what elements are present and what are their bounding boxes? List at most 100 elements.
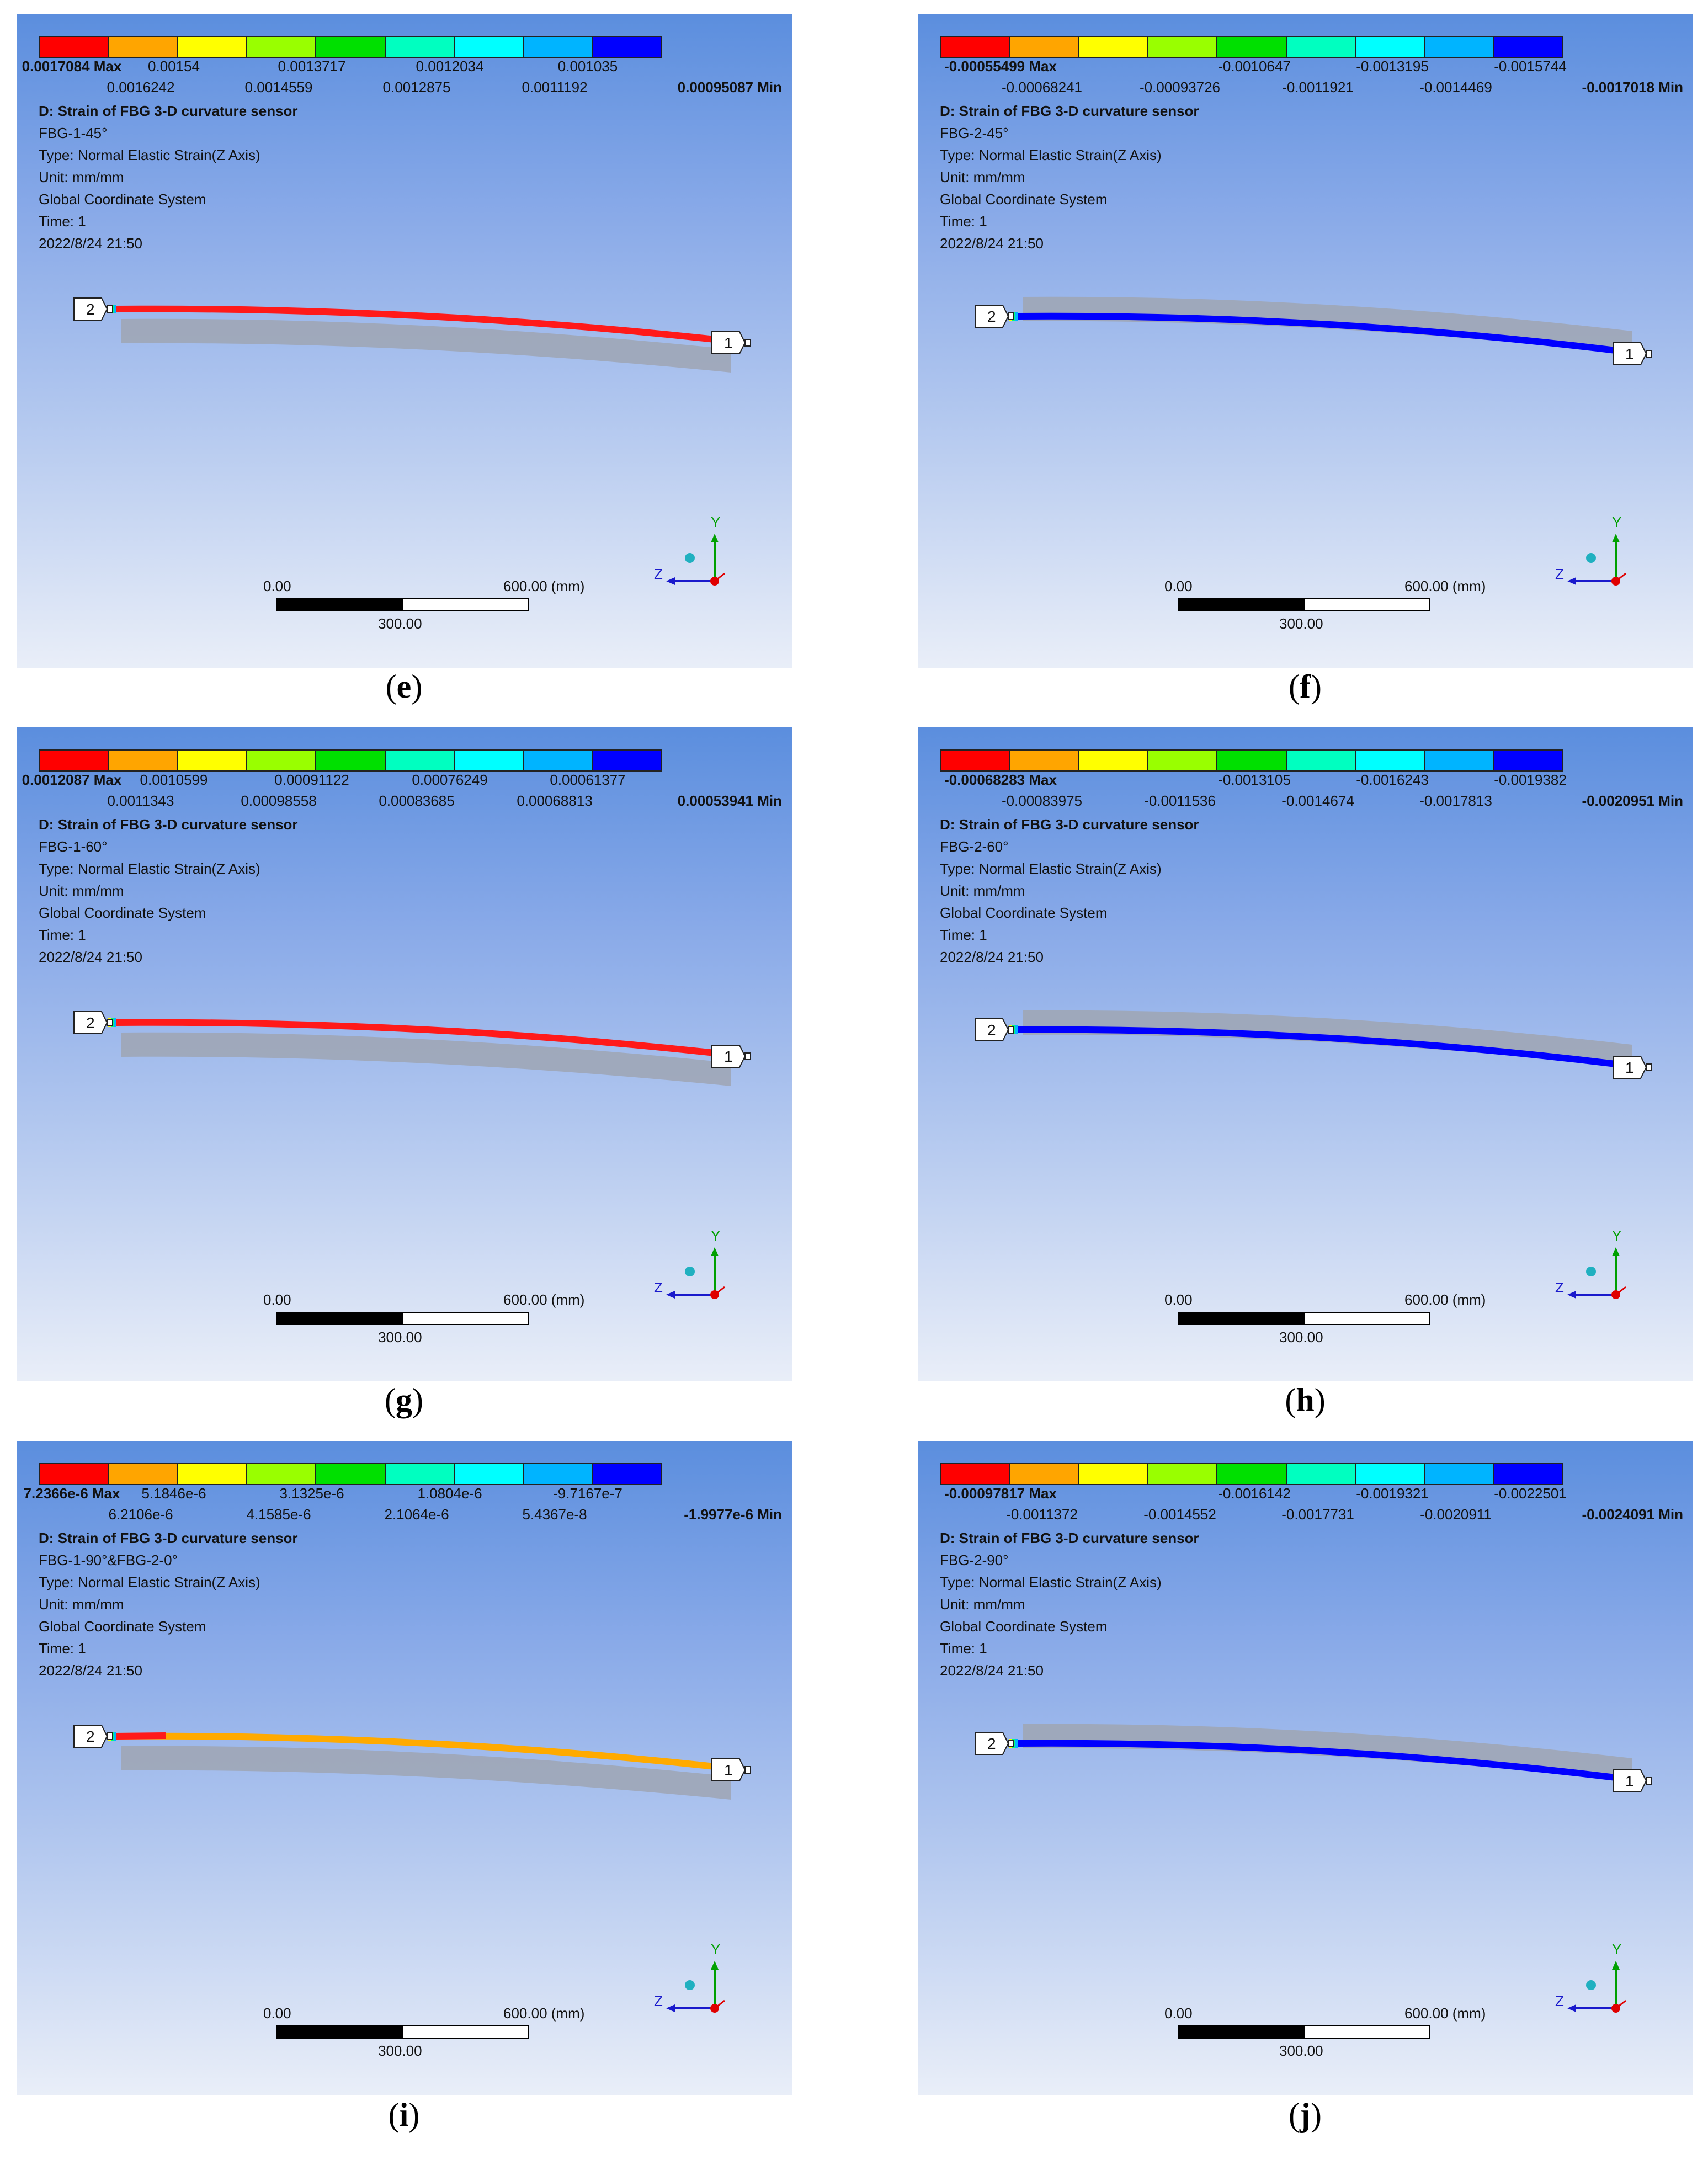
legend-swatch bbox=[316, 1464, 386, 1484]
scale-mid-label: 300.00 bbox=[1279, 2042, 1323, 2059]
scale-bar bbox=[1178, 598, 1430, 611]
beam-body bbox=[121, 318, 731, 373]
svg-text:2: 2 bbox=[86, 1014, 95, 1031]
legend-value: 0.0010599 bbox=[140, 772, 208, 788]
legend-swatch bbox=[941, 37, 1010, 57]
legend-min-value: -0.0024091 Min bbox=[1582, 1506, 1683, 1523]
result-info: D: Strain of FBG 3-D curvature sensor FBG… bbox=[39, 1527, 298, 1682]
svg-text:1: 1 bbox=[724, 1762, 733, 1779]
model-viewport[interactable]: 2 1 Y Z bbox=[17, 14, 792, 668]
probe-label-2[interactable]: 2 bbox=[975, 1018, 1014, 1041]
scale-left-label: 0.00 bbox=[263, 578, 291, 594]
probe-label-1[interactable]: 1 bbox=[1613, 342, 1652, 365]
legend-swatch bbox=[1079, 37, 1148, 57]
legend-value: 0.00098558 bbox=[241, 792, 317, 809]
probe-label-2[interactable]: 2 bbox=[73, 1011, 113, 1034]
probe-label-1[interactable]: 1 bbox=[1613, 1056, 1652, 1079]
legend-value: -0.0016142 bbox=[1218, 1485, 1291, 1502]
scale-left-label: 0.00 bbox=[1164, 578, 1193, 594]
scale-bar bbox=[276, 1312, 529, 1325]
probe-label-2[interactable]: 2 bbox=[975, 1732, 1014, 1755]
svg-text:1: 1 bbox=[1625, 1059, 1634, 1076]
legend-swatch bbox=[1217, 1464, 1287, 1484]
result-title: D: Strain of FBG 3-D curvature sensor bbox=[940, 816, 1199, 833]
legend-value: -0.00083975 bbox=[1001, 792, 1083, 809]
legend-max-value: -0.00055499 Max bbox=[944, 58, 1057, 75]
caption-open: ( bbox=[385, 1382, 396, 1418]
result-title: D: Strain of FBG 3-D curvature sensor bbox=[39, 816, 298, 833]
scale-left-label: 0.00 bbox=[1164, 1291, 1193, 1308]
legend-swatch bbox=[1494, 1464, 1562, 1484]
svg-text:Y: Y bbox=[1612, 1227, 1621, 1244]
result-panel-g: 0.0012087 Max 0.0010599 0.00091122 0.000762… bbox=[17, 727, 792, 1381]
legend-max-value: 7.2366e-6 Max bbox=[23, 1485, 120, 1502]
result-unit: Unit: mm/mm bbox=[940, 169, 1025, 185]
svg-text:Y: Y bbox=[1612, 514, 1621, 530]
legend-min-value: -1.9977e-6 Min bbox=[684, 1506, 782, 1523]
caption-letter: h bbox=[1296, 1382, 1315, 1418]
svg-text:2: 2 bbox=[987, 1735, 996, 1752]
probe-label-1[interactable]: 1 bbox=[711, 1758, 751, 1781]
scale-left-label: 0.00 bbox=[263, 1291, 291, 1308]
legend-value: 0.00061377 bbox=[550, 772, 626, 788]
svg-text:Y: Y bbox=[1612, 1941, 1621, 1957]
legend-value: 5.4367e-8 bbox=[522, 1506, 587, 1523]
legend-swatch bbox=[454, 37, 524, 57]
legend-value: -0.0014469 bbox=[1419, 79, 1492, 95]
caption-open: ( bbox=[1285, 1382, 1296, 1418]
probe-label-1[interactable]: 1 bbox=[711, 1045, 751, 1068]
legend-value: -9.7167e-7 bbox=[553, 1485, 622, 1502]
legend-value: -0.0017813 bbox=[1419, 792, 1492, 809]
legend-swatch bbox=[1148, 37, 1218, 57]
legend-max-value: 0.0012087 Max bbox=[22, 772, 122, 788]
probe-label-2[interactable]: 2 bbox=[73, 297, 113, 321]
probe-label-1[interactable]: 1 bbox=[1613, 1769, 1652, 1792]
scale-left-label: 0.00 bbox=[263, 2005, 291, 2022]
model-viewport[interactable]: 2 1 YZ bbox=[17, 727, 792, 1381]
svg-text:Z: Z bbox=[654, 566, 663, 582]
svg-text:Z: Z bbox=[654, 1279, 663, 1296]
result-date: 2022/8/24 21:50 bbox=[39, 949, 142, 965]
fiber-end-marker bbox=[114, 1732, 116, 1741]
beam-body bbox=[121, 1032, 731, 1086]
legend-max-value: -0.00068283 Max bbox=[944, 772, 1057, 788]
legend-swatch bbox=[1010, 37, 1079, 57]
legend-swatch bbox=[1355, 37, 1425, 57]
legend-color-bar bbox=[940, 749, 1563, 772]
fiber-end-marker bbox=[1015, 1739, 1018, 1748]
legend-swatch bbox=[40, 37, 109, 57]
result-title: D: Strain of FBG 3-D curvature sensor bbox=[940, 103, 1199, 119]
coordinate-triad: YZ bbox=[654, 1227, 725, 1299]
legend-swatch bbox=[1079, 1464, 1148, 1484]
legend-value: 0.0016242 bbox=[107, 79, 175, 95]
scale-right-label: 600.00 (mm) bbox=[1404, 2005, 1486, 2022]
result-info: D: Strain of FBG 3-D curvature sensor FBG… bbox=[39, 813, 298, 968]
rotation-center-icon bbox=[685, 1980, 695, 1990]
probe-label-1[interactable]: 1 bbox=[711, 331, 751, 354]
coordinate-system: Global Coordinate System bbox=[39, 905, 206, 921]
scale-mid-label: 300.00 bbox=[1279, 615, 1323, 632]
legend-swatch bbox=[247, 37, 317, 57]
probe-label-2[interactable]: 2 bbox=[73, 1725, 113, 1748]
caption-close: ) bbox=[412, 1382, 423, 1418]
legend-min-value: -0.0020951 Min bbox=[1582, 792, 1683, 809]
svg-text:Y: Y bbox=[711, 514, 720, 530]
legend-swatch bbox=[1355, 1464, 1425, 1484]
result-time: Time: 1 bbox=[940, 213, 987, 230]
result-date: 2022/8/24 21:50 bbox=[940, 1662, 1044, 1679]
panel-caption: (f) bbox=[1261, 668, 1349, 706]
legend-swatch bbox=[178, 751, 247, 770]
caption-close: ) bbox=[408, 2097, 420, 2133]
scale-mid-label: 300.00 bbox=[378, 1329, 422, 1345]
legend-swatch bbox=[1010, 1464, 1079, 1484]
legend-value: -0.00068241 bbox=[1001, 79, 1083, 95]
legend-swatch bbox=[1355, 751, 1425, 770]
scale-bar bbox=[276, 2025, 529, 2039]
legend-value: 0.00154 bbox=[148, 58, 200, 75]
legend-value: 0.00083685 bbox=[379, 792, 455, 809]
probe-label-2[interactable]: 2 bbox=[975, 305, 1014, 328]
